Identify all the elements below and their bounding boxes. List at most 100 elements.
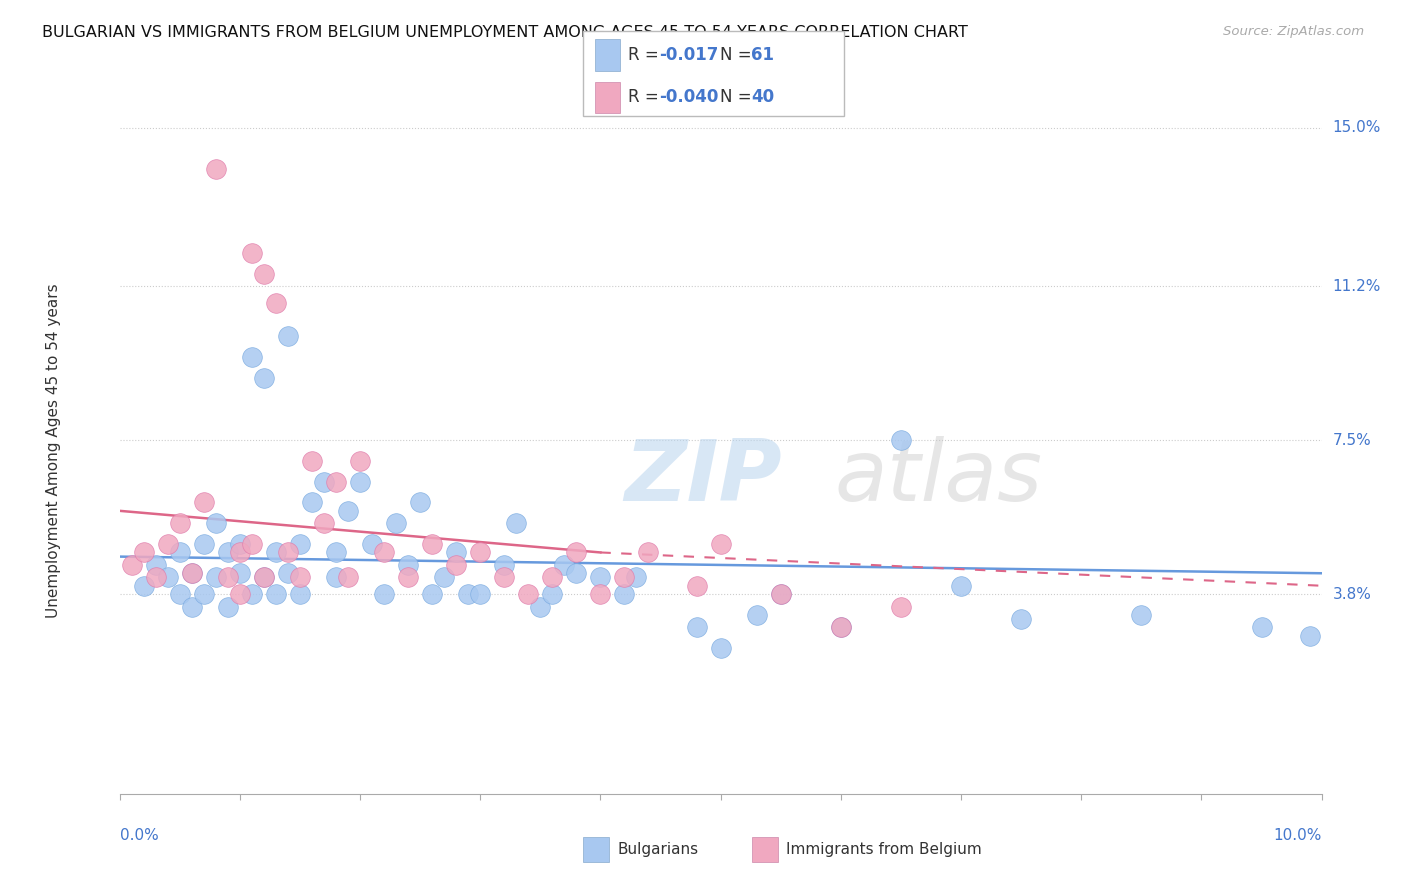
Point <box>589 587 612 601</box>
Point <box>505 516 527 531</box>
Text: Bulgarians: Bulgarians <box>617 842 699 856</box>
Point <box>301 454 323 468</box>
Point <box>444 558 467 572</box>
Text: Unemployment Among Ages 45 to 54 years: Unemployment Among Ages 45 to 54 years <box>46 283 60 618</box>
Point <box>228 545 252 559</box>
Text: N =: N = <box>720 88 756 106</box>
Point <box>396 570 419 584</box>
Point <box>277 545 299 559</box>
Point <box>253 570 276 584</box>
Point <box>145 558 167 572</box>
Point <box>253 370 276 384</box>
Point <box>769 587 792 601</box>
Point <box>830 620 852 634</box>
Text: Immigrants from Belgium: Immigrants from Belgium <box>786 842 981 856</box>
Text: 15.0%: 15.0% <box>1333 120 1381 136</box>
Text: 61: 61 <box>751 46 773 64</box>
Point <box>325 545 347 559</box>
Point <box>240 587 263 601</box>
Point <box>145 570 167 584</box>
Point <box>613 570 636 584</box>
Point <box>1250 620 1272 634</box>
Point <box>409 495 432 509</box>
Point <box>468 587 492 601</box>
Point <box>565 545 588 559</box>
Text: 40: 40 <box>751 88 773 106</box>
Text: BULGARIAN VS IMMIGRANTS FROM BELGIUM UNEMPLOYMENT AMONG AGES 45 TO 54 YEARS CORR: BULGARIAN VS IMMIGRANTS FROM BELGIUM UNE… <box>42 25 969 40</box>
Point <box>541 570 564 584</box>
Point <box>769 587 792 601</box>
Point <box>494 570 516 584</box>
Text: 10.0%: 10.0% <box>1274 828 1322 843</box>
Point <box>312 475 335 489</box>
Point <box>264 545 287 559</box>
Point <box>457 587 479 601</box>
Text: 3.8%: 3.8% <box>1333 587 1372 601</box>
Point <box>637 545 659 559</box>
Point <box>240 350 263 364</box>
Point <box>373 587 395 601</box>
Point <box>420 537 443 551</box>
Point <box>217 599 239 614</box>
Point <box>228 566 252 581</box>
Text: 0.0%: 0.0% <box>120 828 159 843</box>
Point <box>385 516 408 531</box>
Point <box>121 558 143 572</box>
Point <box>288 570 311 584</box>
Point <box>420 587 443 601</box>
Point <box>373 545 395 559</box>
Point <box>228 587 252 601</box>
Point <box>277 566 299 581</box>
Point <box>890 599 912 614</box>
Point <box>361 537 384 551</box>
Point <box>349 475 371 489</box>
Point <box>180 566 202 581</box>
Text: Source: ZipAtlas.com: Source: ZipAtlas.com <box>1223 25 1364 38</box>
Point <box>312 516 335 531</box>
Point <box>745 607 768 622</box>
Point <box>193 495 215 509</box>
Point <box>264 587 287 601</box>
Point <box>541 587 564 601</box>
Text: -0.040: -0.040 <box>659 88 718 106</box>
Point <box>950 579 973 593</box>
Point <box>325 475 347 489</box>
Point <box>553 558 575 572</box>
Point <box>565 566 588 581</box>
Point <box>132 545 155 559</box>
Point <box>156 570 179 584</box>
Point <box>890 433 912 447</box>
Point <box>396 558 419 572</box>
Text: N =: N = <box>720 46 756 64</box>
Point <box>204 516 226 531</box>
Point <box>169 516 191 531</box>
Text: 11.2%: 11.2% <box>1333 278 1381 293</box>
Point <box>204 162 226 177</box>
Point <box>830 620 852 634</box>
Text: 7.5%: 7.5% <box>1333 433 1371 448</box>
Point <box>180 599 202 614</box>
Point <box>204 570 226 584</box>
Point <box>433 570 456 584</box>
Point <box>325 570 347 584</box>
Point <box>193 537 215 551</box>
Point <box>685 620 707 634</box>
Point <box>529 599 551 614</box>
Point <box>1130 607 1153 622</box>
Point <box>336 504 359 518</box>
Point <box>444 545 467 559</box>
Point <box>253 570 276 584</box>
Point <box>336 570 359 584</box>
Point <box>156 537 179 551</box>
Point <box>228 537 252 551</box>
Point <box>288 537 311 551</box>
Point <box>1298 629 1320 643</box>
Point <box>169 587 191 601</box>
Point <box>193 587 215 601</box>
Text: atlas: atlas <box>835 436 1043 519</box>
Point <box>468 545 492 559</box>
Point <box>626 570 648 584</box>
Point <box>517 587 540 601</box>
Point <box>240 245 263 260</box>
Text: ZIP: ZIP <box>624 436 782 519</box>
